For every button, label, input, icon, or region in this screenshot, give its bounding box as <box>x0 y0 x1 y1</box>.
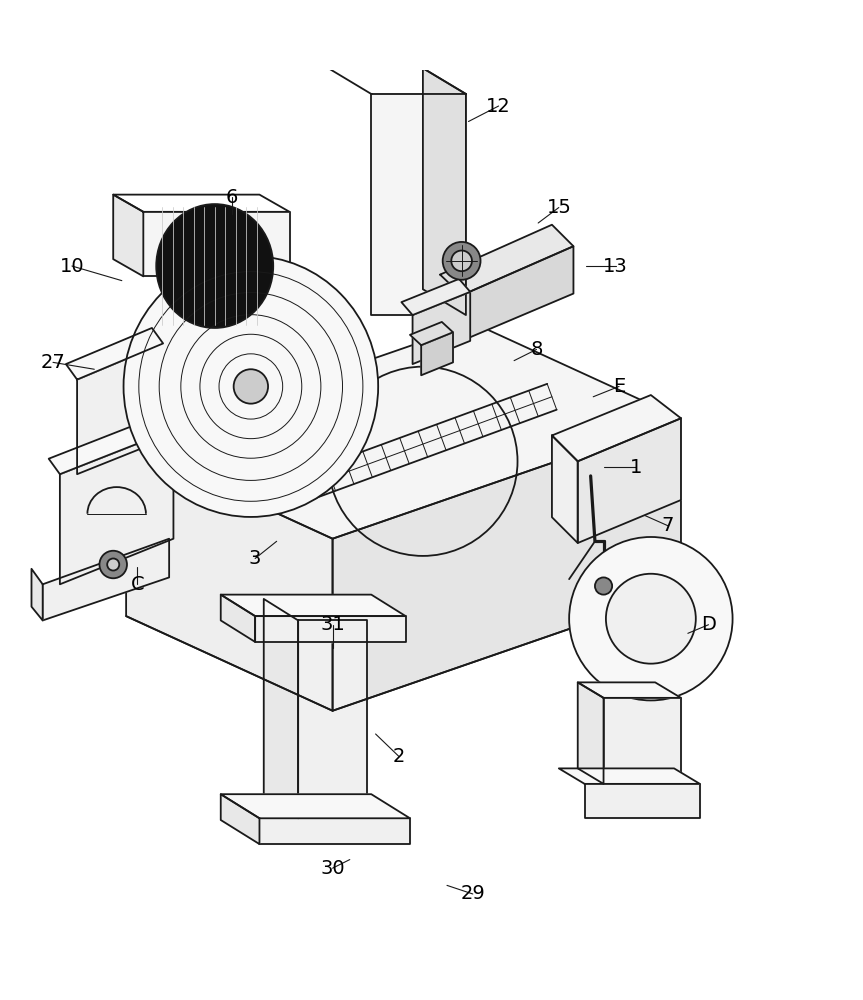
Circle shape <box>451 251 472 271</box>
Polygon shape <box>298 620 367 818</box>
Polygon shape <box>332 418 681 711</box>
Polygon shape <box>577 682 603 784</box>
Polygon shape <box>401 279 470 315</box>
Text: 7: 7 <box>662 516 674 535</box>
Polygon shape <box>584 784 700 818</box>
Circle shape <box>606 574 696 664</box>
Polygon shape <box>66 328 163 380</box>
Circle shape <box>234 369 268 404</box>
Text: 15: 15 <box>546 198 571 217</box>
Polygon shape <box>221 595 255 642</box>
Polygon shape <box>143 212 290 276</box>
Polygon shape <box>577 418 681 543</box>
Polygon shape <box>264 599 298 818</box>
Polygon shape <box>371 94 466 315</box>
Text: 27: 27 <box>41 353 66 372</box>
Polygon shape <box>31 569 42 620</box>
Text: E: E <box>613 377 625 396</box>
Polygon shape <box>221 794 410 818</box>
Text: D: D <box>701 615 716 634</box>
Ellipse shape <box>123 256 378 517</box>
Polygon shape <box>113 195 290 212</box>
Text: C: C <box>130 575 144 594</box>
Polygon shape <box>60 429 173 584</box>
Circle shape <box>99 551 127 578</box>
Polygon shape <box>126 444 332 711</box>
Polygon shape <box>328 68 466 94</box>
Circle shape <box>595 577 612 595</box>
Polygon shape <box>221 595 406 616</box>
Text: 8: 8 <box>530 340 543 359</box>
Polygon shape <box>413 292 470 364</box>
Polygon shape <box>552 395 681 461</box>
Polygon shape <box>48 414 173 474</box>
Text: 13: 13 <box>603 257 628 276</box>
Circle shape <box>569 537 733 700</box>
Ellipse shape <box>156 204 274 328</box>
Polygon shape <box>126 324 681 539</box>
Polygon shape <box>603 698 681 784</box>
Text: 30: 30 <box>320 859 345 878</box>
Text: 3: 3 <box>249 549 261 568</box>
Text: 2: 2 <box>393 747 405 766</box>
Text: 12: 12 <box>486 97 511 116</box>
Text: 10: 10 <box>60 257 85 276</box>
Polygon shape <box>440 225 573 295</box>
Text: 1: 1 <box>630 458 642 477</box>
Circle shape <box>107 558 119 571</box>
Polygon shape <box>462 246 573 341</box>
Polygon shape <box>423 68 466 315</box>
Polygon shape <box>559 768 700 784</box>
Polygon shape <box>410 322 453 345</box>
Polygon shape <box>42 539 169 620</box>
Polygon shape <box>113 195 143 276</box>
Polygon shape <box>577 682 681 698</box>
Polygon shape <box>552 435 577 543</box>
Polygon shape <box>255 616 406 642</box>
Polygon shape <box>421 332 453 375</box>
Circle shape <box>443 242 481 280</box>
Polygon shape <box>221 794 260 844</box>
Text: 31: 31 <box>320 615 345 634</box>
Text: 6: 6 <box>226 188 238 207</box>
Polygon shape <box>77 343 163 474</box>
Text: 29: 29 <box>461 884 485 903</box>
Polygon shape <box>260 818 410 844</box>
